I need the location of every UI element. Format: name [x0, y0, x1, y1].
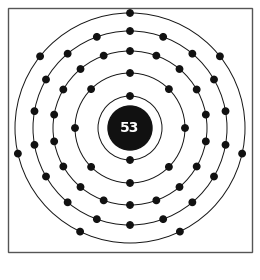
Bar: [8, 8, 252, 252]
Circle shape: [189, 199, 196, 206]
Circle shape: [193, 86, 200, 93]
Circle shape: [77, 184, 84, 190]
Circle shape: [100, 197, 107, 204]
Circle shape: [153, 52, 160, 59]
Circle shape: [160, 34, 166, 40]
Circle shape: [182, 125, 188, 131]
Circle shape: [239, 150, 245, 157]
Circle shape: [222, 142, 229, 148]
Circle shape: [43, 76, 49, 83]
Circle shape: [127, 48, 133, 54]
Circle shape: [176, 184, 183, 190]
Circle shape: [160, 216, 166, 222]
Circle shape: [43, 173, 49, 180]
Circle shape: [94, 216, 100, 222]
Circle shape: [127, 70, 133, 76]
Circle shape: [127, 28, 133, 34]
Circle shape: [51, 111, 57, 118]
Circle shape: [217, 53, 223, 59]
Circle shape: [64, 199, 71, 206]
Circle shape: [166, 164, 172, 170]
Circle shape: [94, 34, 100, 40]
Circle shape: [211, 173, 217, 180]
Circle shape: [15, 150, 21, 157]
Circle shape: [127, 180, 133, 186]
Circle shape: [37, 53, 43, 59]
Circle shape: [222, 108, 229, 114]
Text: 53: 53: [120, 121, 140, 135]
Circle shape: [211, 76, 217, 83]
Circle shape: [189, 50, 196, 57]
Circle shape: [77, 228, 83, 235]
Circle shape: [127, 157, 133, 163]
Circle shape: [77, 66, 84, 72]
Circle shape: [100, 52, 107, 59]
Circle shape: [60, 163, 67, 170]
Circle shape: [31, 142, 38, 148]
Circle shape: [193, 163, 200, 170]
Circle shape: [203, 111, 209, 118]
Circle shape: [166, 86, 172, 92]
Circle shape: [176, 66, 183, 72]
Circle shape: [127, 222, 133, 228]
Circle shape: [203, 138, 209, 144]
Circle shape: [88, 164, 94, 170]
Circle shape: [108, 106, 152, 150]
Circle shape: [51, 138, 57, 144]
Circle shape: [127, 202, 133, 208]
Circle shape: [31, 108, 38, 114]
Circle shape: [127, 10, 133, 16]
Circle shape: [88, 86, 94, 92]
Circle shape: [64, 50, 71, 57]
Circle shape: [60, 86, 67, 93]
Circle shape: [127, 93, 133, 99]
Circle shape: [72, 125, 78, 131]
Circle shape: [177, 228, 183, 235]
Circle shape: [153, 197, 160, 204]
